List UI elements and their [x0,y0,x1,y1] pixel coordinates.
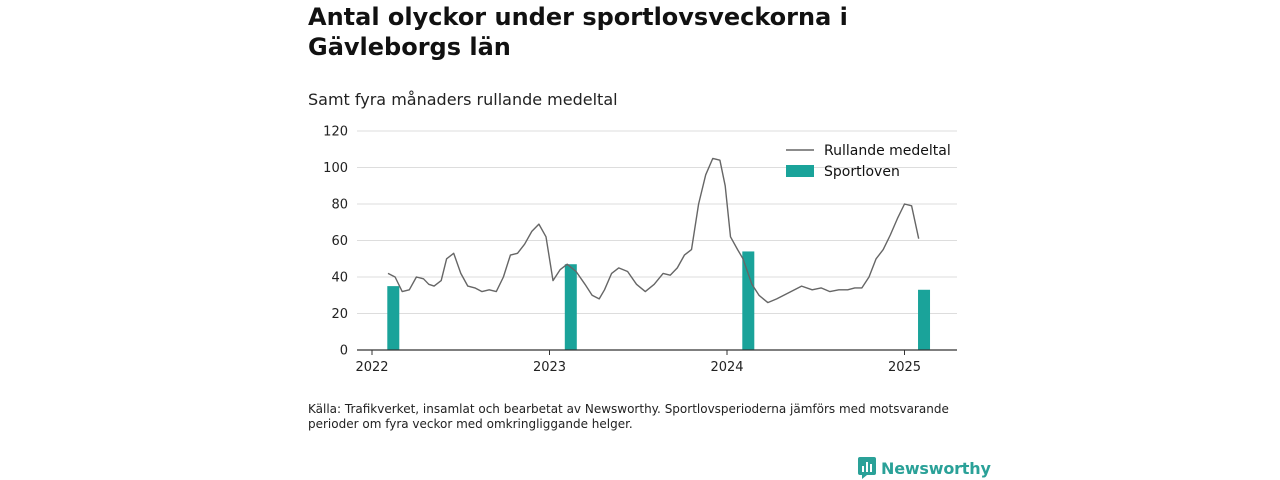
bar-sportloven [387,286,400,350]
y-tick-label: 20 [331,307,348,322]
chart-area: 0 20 40 60 80 100 120 2022 2023 2024 2025 Rullande … [323,125,957,375]
line-rullande-medeltal [387,157,920,304]
legend-label-rullande: Rullande medeltal [824,143,951,159]
y-tick-label: 0 [340,344,348,359]
legend-label-sportloven: Sportloven [824,164,900,180]
newsworthy-logo-icon [858,457,876,479]
y-tick-label: 60 [331,234,348,249]
source-note: Källa: Trafikverket, insamlat och bearbe… [308,402,949,431]
x-tick-label: 2023 [533,360,566,375]
bar-sportloven [918,289,931,350]
y-tick-label: 80 [331,198,348,213]
brand-name: Newsworthy [881,458,991,478]
bar-sportloven [742,251,755,350]
legend-bar-swatch [786,165,814,177]
bar-sportloven [564,264,577,350]
x-tick-label: 2024 [710,360,743,375]
chart-subtitle: Samt fyra månaders rullande medeltal [308,90,618,109]
y-tick-label: 120 [323,125,348,140]
chart-title: Antal olyckor under sportlovsveckorna i … [308,3,848,61]
y-tick-label: 40 [331,271,348,286]
x-tick-label: 2022 [355,360,388,375]
x-tick-label: 2025 [888,360,921,375]
newsworthy-brand[interactable]: Newsworthy [858,457,991,479]
y-tick-label: 100 [323,161,348,176]
